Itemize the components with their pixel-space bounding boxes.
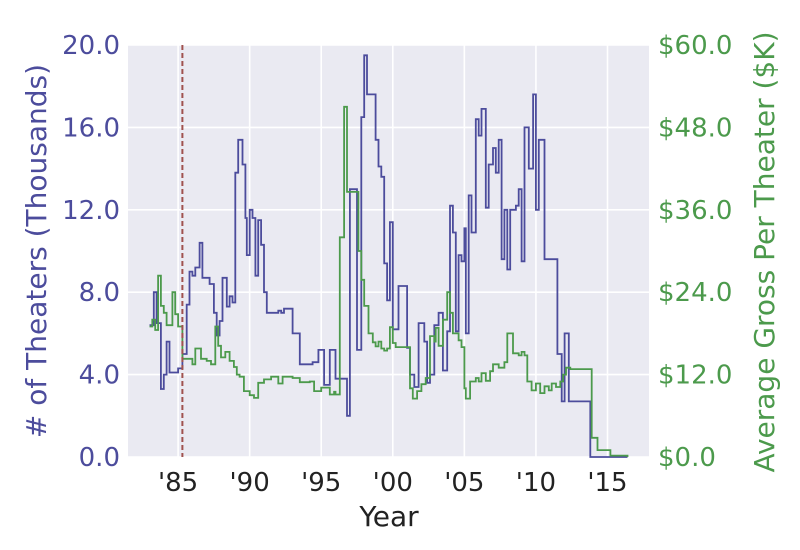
right-tick-label: $0.0 xyxy=(658,443,716,473)
theaters-series-line xyxy=(149,54,628,458)
right-tick-label: $48.0 xyxy=(658,113,732,143)
left-tick-label: 20.0 xyxy=(62,31,120,61)
x-axis-label: Year xyxy=(358,500,419,533)
x-tick-label: '90 xyxy=(230,468,270,498)
left-tick-label: 16.0 xyxy=(62,113,120,143)
series-lines xyxy=(149,54,629,458)
x-tick-label: '85 xyxy=(158,468,198,498)
x-tick-label: '95 xyxy=(301,468,341,498)
right-tick-label: $12.0 xyxy=(658,361,732,391)
right-tick-label: $24.0 xyxy=(658,278,732,308)
right-tick-label: $60.0 xyxy=(658,31,732,61)
gross-series-line xyxy=(149,105,629,457)
right-tick-label: $36.0 xyxy=(658,196,732,226)
plot-background xyxy=(128,45,649,457)
x-tick-label: '05 xyxy=(444,468,484,498)
left-axis-label: # of Theaters (Thousands) xyxy=(20,64,53,438)
left-tick-label: 0.0 xyxy=(79,443,120,473)
x-axis-ticks: '85 '90 '95 '00 '05 '10 '15 xyxy=(158,468,628,498)
x-tick-label: '00 xyxy=(373,468,413,498)
x-tick-label: '15 xyxy=(587,468,627,498)
left-tick-label: 8.0 xyxy=(79,278,120,308)
left-axis-ticks: 0.0 4.0 8.0 12.0 16.0 20.0 xyxy=(62,31,120,473)
right-axis-label: Average Gross Per Theater ($K) xyxy=(748,31,781,472)
left-tick-label: 4.0 xyxy=(79,361,120,391)
left-tick-label: 12.0 xyxy=(62,196,120,226)
x-tick-label: '10 xyxy=(516,468,556,498)
right-axis-ticks: $0.0 $12.0 $24.0 $36.0 $48.0 $60.0 xyxy=(658,31,732,473)
